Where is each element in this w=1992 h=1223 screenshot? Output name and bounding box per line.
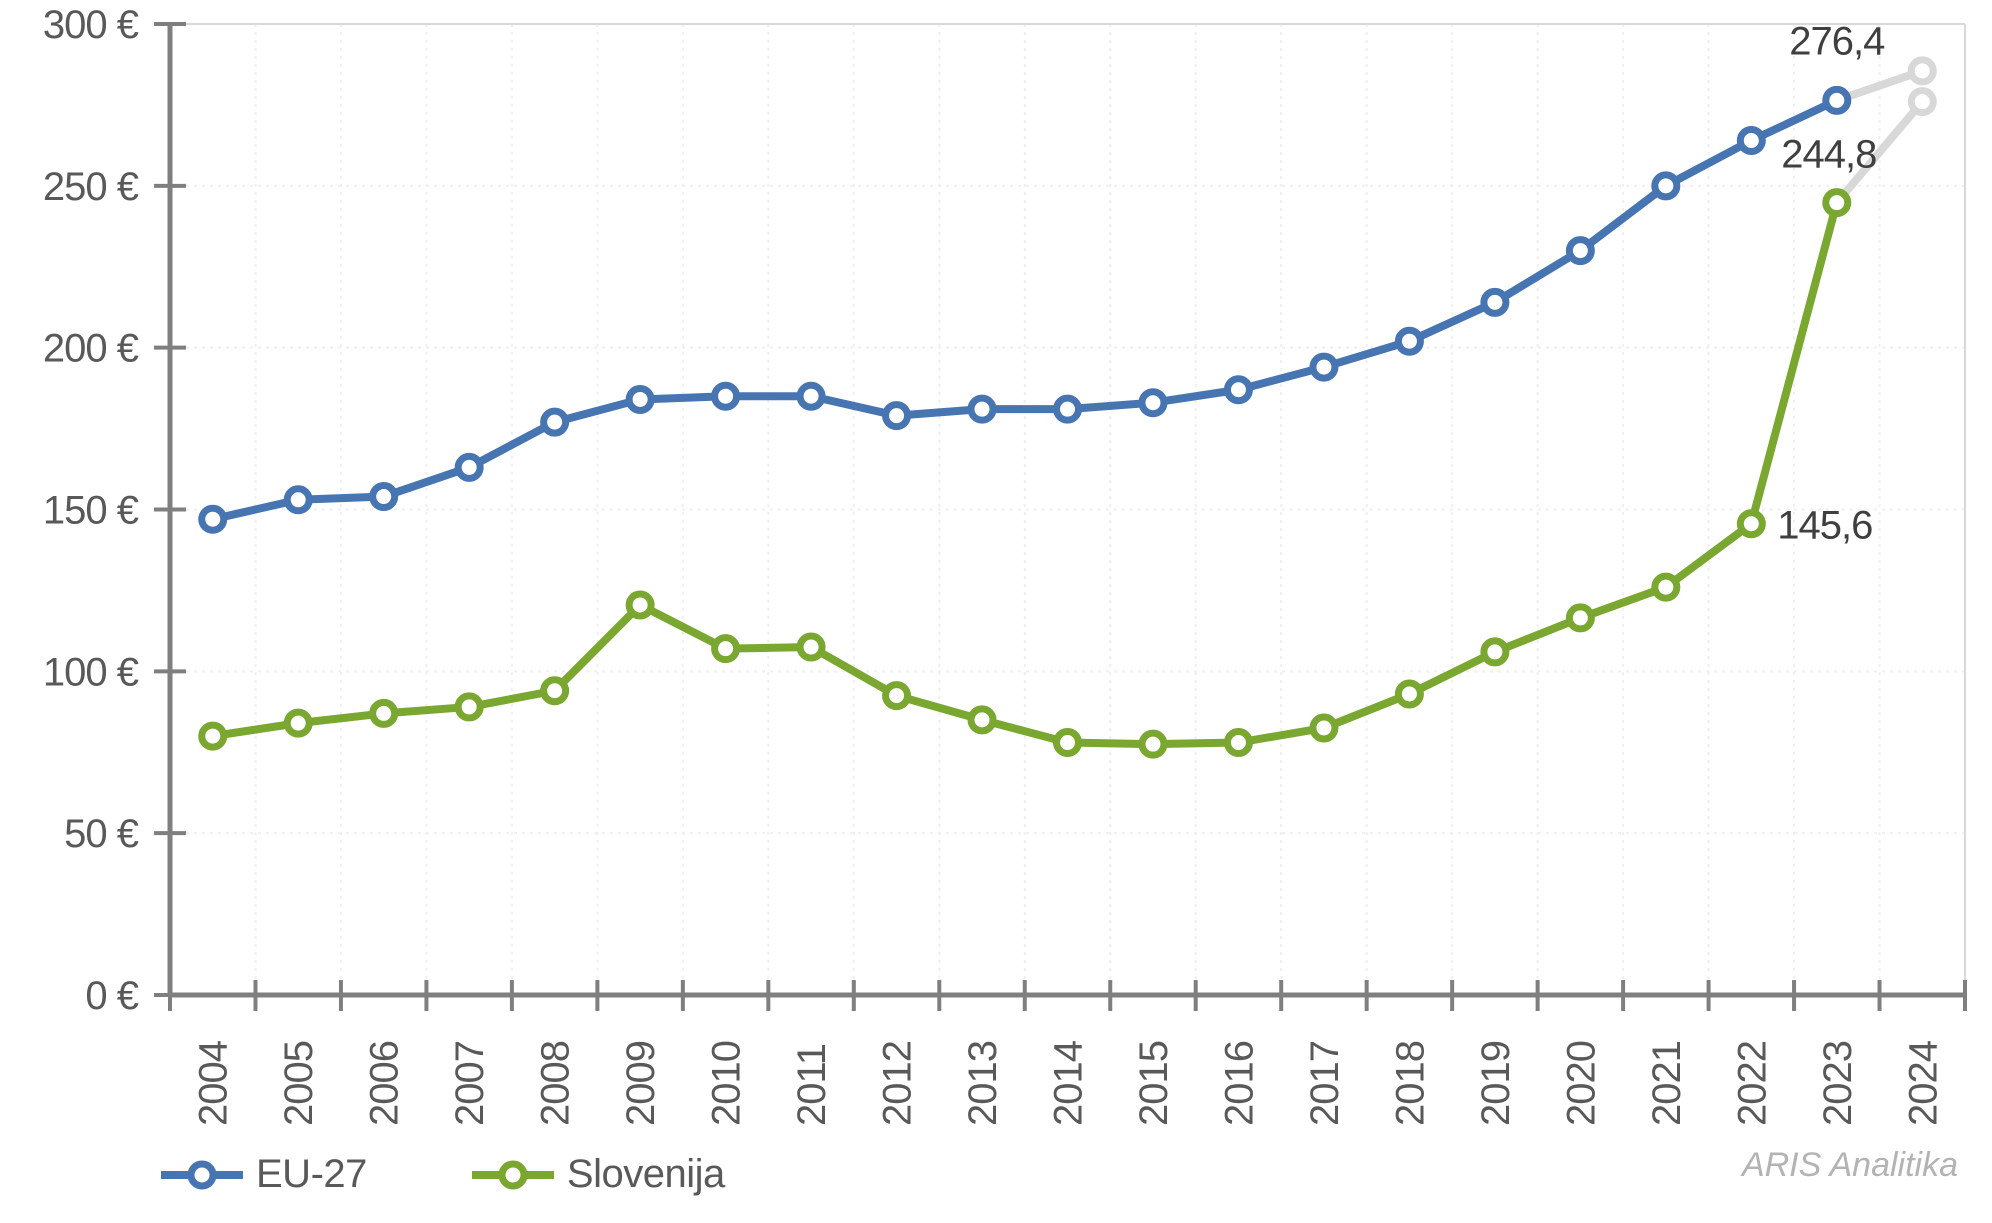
y-axis-label: 300 € xyxy=(43,3,139,47)
data-point-Slovenija-2021 xyxy=(1651,572,1681,602)
data-point-EU-27-2009 xyxy=(625,384,655,414)
x-axis-label-2018: 2018 xyxy=(1388,1041,1432,1126)
data-point-EU-27-2006 xyxy=(369,482,399,512)
x-axis-label-2021: 2021 xyxy=(1645,1041,1689,1126)
data-point-Slovenija-2023 xyxy=(1822,188,1852,218)
provisional-segment-Slovenija xyxy=(1832,97,1927,207)
data-point-Slovenija-2009 xyxy=(625,590,655,620)
data-point-Slovenija-2017 xyxy=(1309,713,1339,743)
data-point-Slovenija-2015 xyxy=(1138,729,1168,759)
data-point-EU-27-2015 xyxy=(1138,388,1168,418)
value-label-244,8: 244,8 xyxy=(1781,133,1876,177)
data-point-EU-27-2011 xyxy=(796,381,826,411)
x-axis-label-2004: 2004 xyxy=(192,1040,236,1126)
data-point-Slovenija-2005 xyxy=(283,708,313,738)
value-label-145,6: 145,6 xyxy=(1777,504,1872,548)
y-axis-label: 200 € xyxy=(43,327,139,371)
legend-label-slovenija: Slovenija xyxy=(566,1152,725,1196)
legend-item-eu27: EU-27 xyxy=(160,1152,367,1197)
legend-label-eu27: EU-27 xyxy=(256,1152,367,1196)
data-point-Slovenija-2007 xyxy=(454,692,484,722)
data-point-EU-27-2019 xyxy=(1480,287,1510,317)
eu27-line-marker-icon xyxy=(161,1160,243,1189)
series-line-EU-27 xyxy=(208,96,1841,524)
data-point-Slovenija-2012 xyxy=(882,681,912,711)
x-axis-label-2015: 2015 xyxy=(1132,1041,1176,1126)
x-axis-label-2019: 2019 xyxy=(1474,1041,1518,1126)
data-point-Slovenija-2019 xyxy=(1480,637,1510,667)
data-point-EU-27-2023 xyxy=(1822,85,1852,115)
y-axis-label: 250 € xyxy=(43,165,139,209)
x-axis-label-2022: 2022 xyxy=(1730,1041,1774,1126)
x-axis-label-2010: 2010 xyxy=(705,1041,749,1126)
legend-item-slovenija: Slovenija xyxy=(471,1152,725,1197)
data-point-Slovenija-2011 xyxy=(796,632,826,662)
data-point-EU-27-2018 xyxy=(1394,326,1424,356)
data-point-Slovenija-2022 xyxy=(1736,509,1766,539)
data-point-EU-27-2007 xyxy=(454,452,484,482)
value-label-276,4: 276,4 xyxy=(1789,19,1885,63)
x-axis-label-2005: 2005 xyxy=(277,1041,321,1126)
data-point-Slovenija-2018 xyxy=(1394,679,1424,709)
data-point-EU-27-2013 xyxy=(967,394,997,424)
data-point-Slovenija-2006 xyxy=(369,698,399,728)
y-axis-label: 0 € xyxy=(85,974,138,1018)
data-point-Slovenija-2010 xyxy=(711,634,741,664)
data-point-EU-27-2024 xyxy=(1907,56,1937,86)
data-point-EU-27-2004 xyxy=(198,504,228,534)
data-point-Slovenija-2013 xyxy=(967,705,997,735)
data-point-EU-27-2014 xyxy=(1053,394,1082,424)
data-point-EU-27-2021 xyxy=(1651,171,1681,201)
data-point-EU-27-2005 xyxy=(283,485,313,515)
x-axis-label-2024: 2024 xyxy=(1901,1040,1945,1126)
provisional-segment-EU-27 xyxy=(1832,66,1927,105)
x-axis-label-2009: 2009 xyxy=(619,1041,663,1126)
data-point-Slovenija-2004 xyxy=(198,721,228,751)
data-point-Slovenija-2016 xyxy=(1223,728,1253,758)
x-axis-label-2013: 2013 xyxy=(961,1041,1005,1126)
data-point-EU-27-2012 xyxy=(882,401,912,431)
data-point-Slovenija-2024 xyxy=(1907,87,1937,117)
data-point-Slovenija-2020 xyxy=(1565,603,1595,633)
data-point-EU-27-2020 xyxy=(1565,236,1595,266)
data-point-EU-27-2010 xyxy=(711,381,741,411)
data-point-Slovenija-2014 xyxy=(1053,728,1082,758)
data-point-Slovenija-2008 xyxy=(540,676,570,706)
x-axis-label-2008: 2008 xyxy=(534,1041,578,1126)
watermark: ARIS Analitika xyxy=(1741,1146,1958,1184)
x-axis-label-2020: 2020 xyxy=(1559,1041,1603,1126)
x-axis-label-2012: 2012 xyxy=(876,1041,920,1126)
x-axis-label-2023: 2023 xyxy=(1816,1041,1860,1126)
x-axis-label-2006: 2006 xyxy=(363,1041,407,1126)
x-axis-label-2016: 2016 xyxy=(1217,1041,1261,1126)
x-axis-label-2007: 2007 xyxy=(448,1041,492,1126)
x-axis-label-2014: 2014 xyxy=(1047,1040,1091,1126)
x-axis-label-2011: 2011 xyxy=(790,1044,834,1126)
y-axis-label: 50 € xyxy=(64,812,139,856)
data-point-EU-27-2017 xyxy=(1309,352,1339,382)
y-axis-label: 150 € xyxy=(43,489,139,533)
x-axis-label-2017: 2017 xyxy=(1303,1041,1347,1126)
data-point-EU-27-2016 xyxy=(1223,375,1253,405)
data-point-EU-27-2008 xyxy=(540,407,570,437)
data-point-EU-27-2022 xyxy=(1736,126,1766,156)
y-axis-label: 100 € xyxy=(43,650,139,694)
slovenija-line-marker-icon xyxy=(471,1160,554,1189)
legend: EU-27 Slovenija xyxy=(160,1152,725,1197)
